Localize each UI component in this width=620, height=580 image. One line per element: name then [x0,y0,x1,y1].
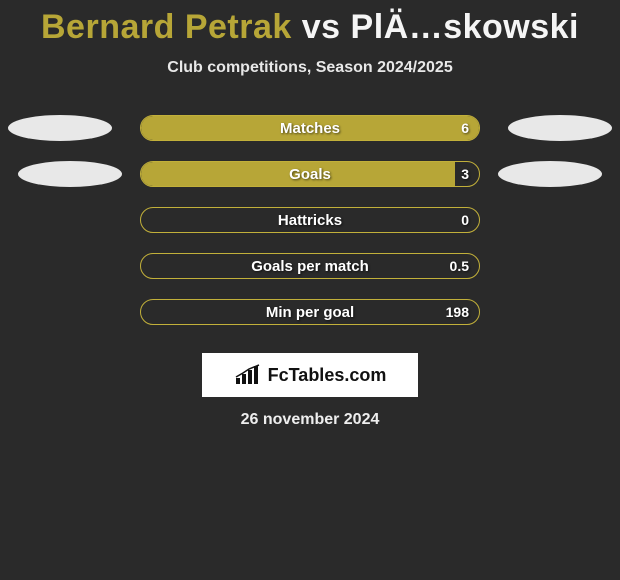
stat-bar-goals-per-match: Goals per match 0.5 [140,253,480,279]
stats-section: Matches 6 Goals 3 Hattricks 0 Goals per … [0,105,620,335]
stat-row: Min per goal 198 [0,289,620,335]
player2-name: PlÄ…skowski [351,8,579,46]
stat-value: 0.5 [450,254,469,278]
stat-value: 0 [461,208,469,232]
subtitle: Club competitions, Season 2024/2025 [0,59,620,77]
stat-value: 3 [461,162,469,186]
stat-row: Goals per match 0.5 [0,243,620,289]
stat-label: Min per goal [141,300,479,324]
date-label: 26 november 2024 [0,411,620,429]
fctables-link[interactable]: FcTables.com [202,353,418,397]
stat-bar-matches: Matches 6 [140,115,480,141]
stat-bar-min-per-goal: Min per goal 198 [140,299,480,325]
page-title: Bernard Petrak vs PlÄ…skowski [0,8,620,47]
stat-row: Goals 3 [0,151,620,197]
stat-bar-hattricks: Hattricks 0 [140,207,480,233]
stat-value: 198 [446,300,469,324]
stat-label: Matches [141,116,479,140]
stat-row: Matches 6 [0,105,620,151]
stat-label: Goals [141,162,479,186]
stat-bar-goals: Goals 3 [140,161,480,187]
stat-row: Hattricks 0 [0,197,620,243]
stat-value: 6 [461,116,469,140]
stat-label: Goals per match [141,254,479,278]
vs-label: vs [302,8,341,46]
stat-label: Hattricks [141,208,479,232]
logo-text: FcTables.com [268,365,387,386]
bar-chart-icon [234,364,262,386]
player1-name: Bernard Petrak [41,8,292,46]
comparison-card: Bernard Petrak vs PlÄ…skowski Club compe… [0,0,620,429]
